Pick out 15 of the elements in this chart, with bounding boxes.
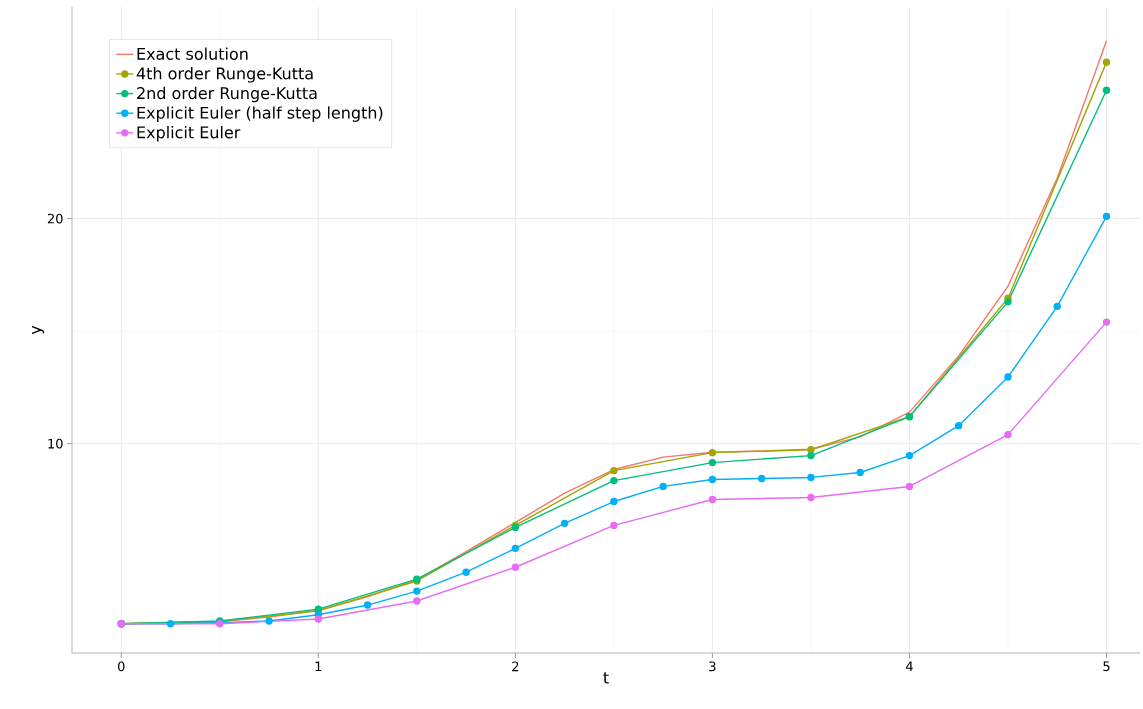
legend-label: 4th order Runge-Kutta [136, 67, 313, 83]
x-tick-label: 3 [709, 661, 716, 672]
legend-label: 2nd order Runge-Kutta [137, 86, 317, 103]
x-tick-label: 2 [512, 661, 519, 672]
y-tick-label: 10 [48, 438, 63, 449]
x-tick-label: 4 [905, 661, 913, 671]
legend-label: Explicit Euler (half step length) [137, 106, 383, 122]
y-axis-title: y [32, 325, 45, 335]
x-tick-label: 0 [117, 661, 125, 672]
legend-label: Explicit Euler [137, 126, 241, 142]
x-axis-title: t [603, 672, 609, 684]
legend-label: Exact solution [137, 47, 248, 60]
y-tick-label: 20 [47, 213, 63, 224]
x-tick-label: 5 [1103, 661, 1110, 672]
x-tick-label: 1 [315, 661, 322, 671]
